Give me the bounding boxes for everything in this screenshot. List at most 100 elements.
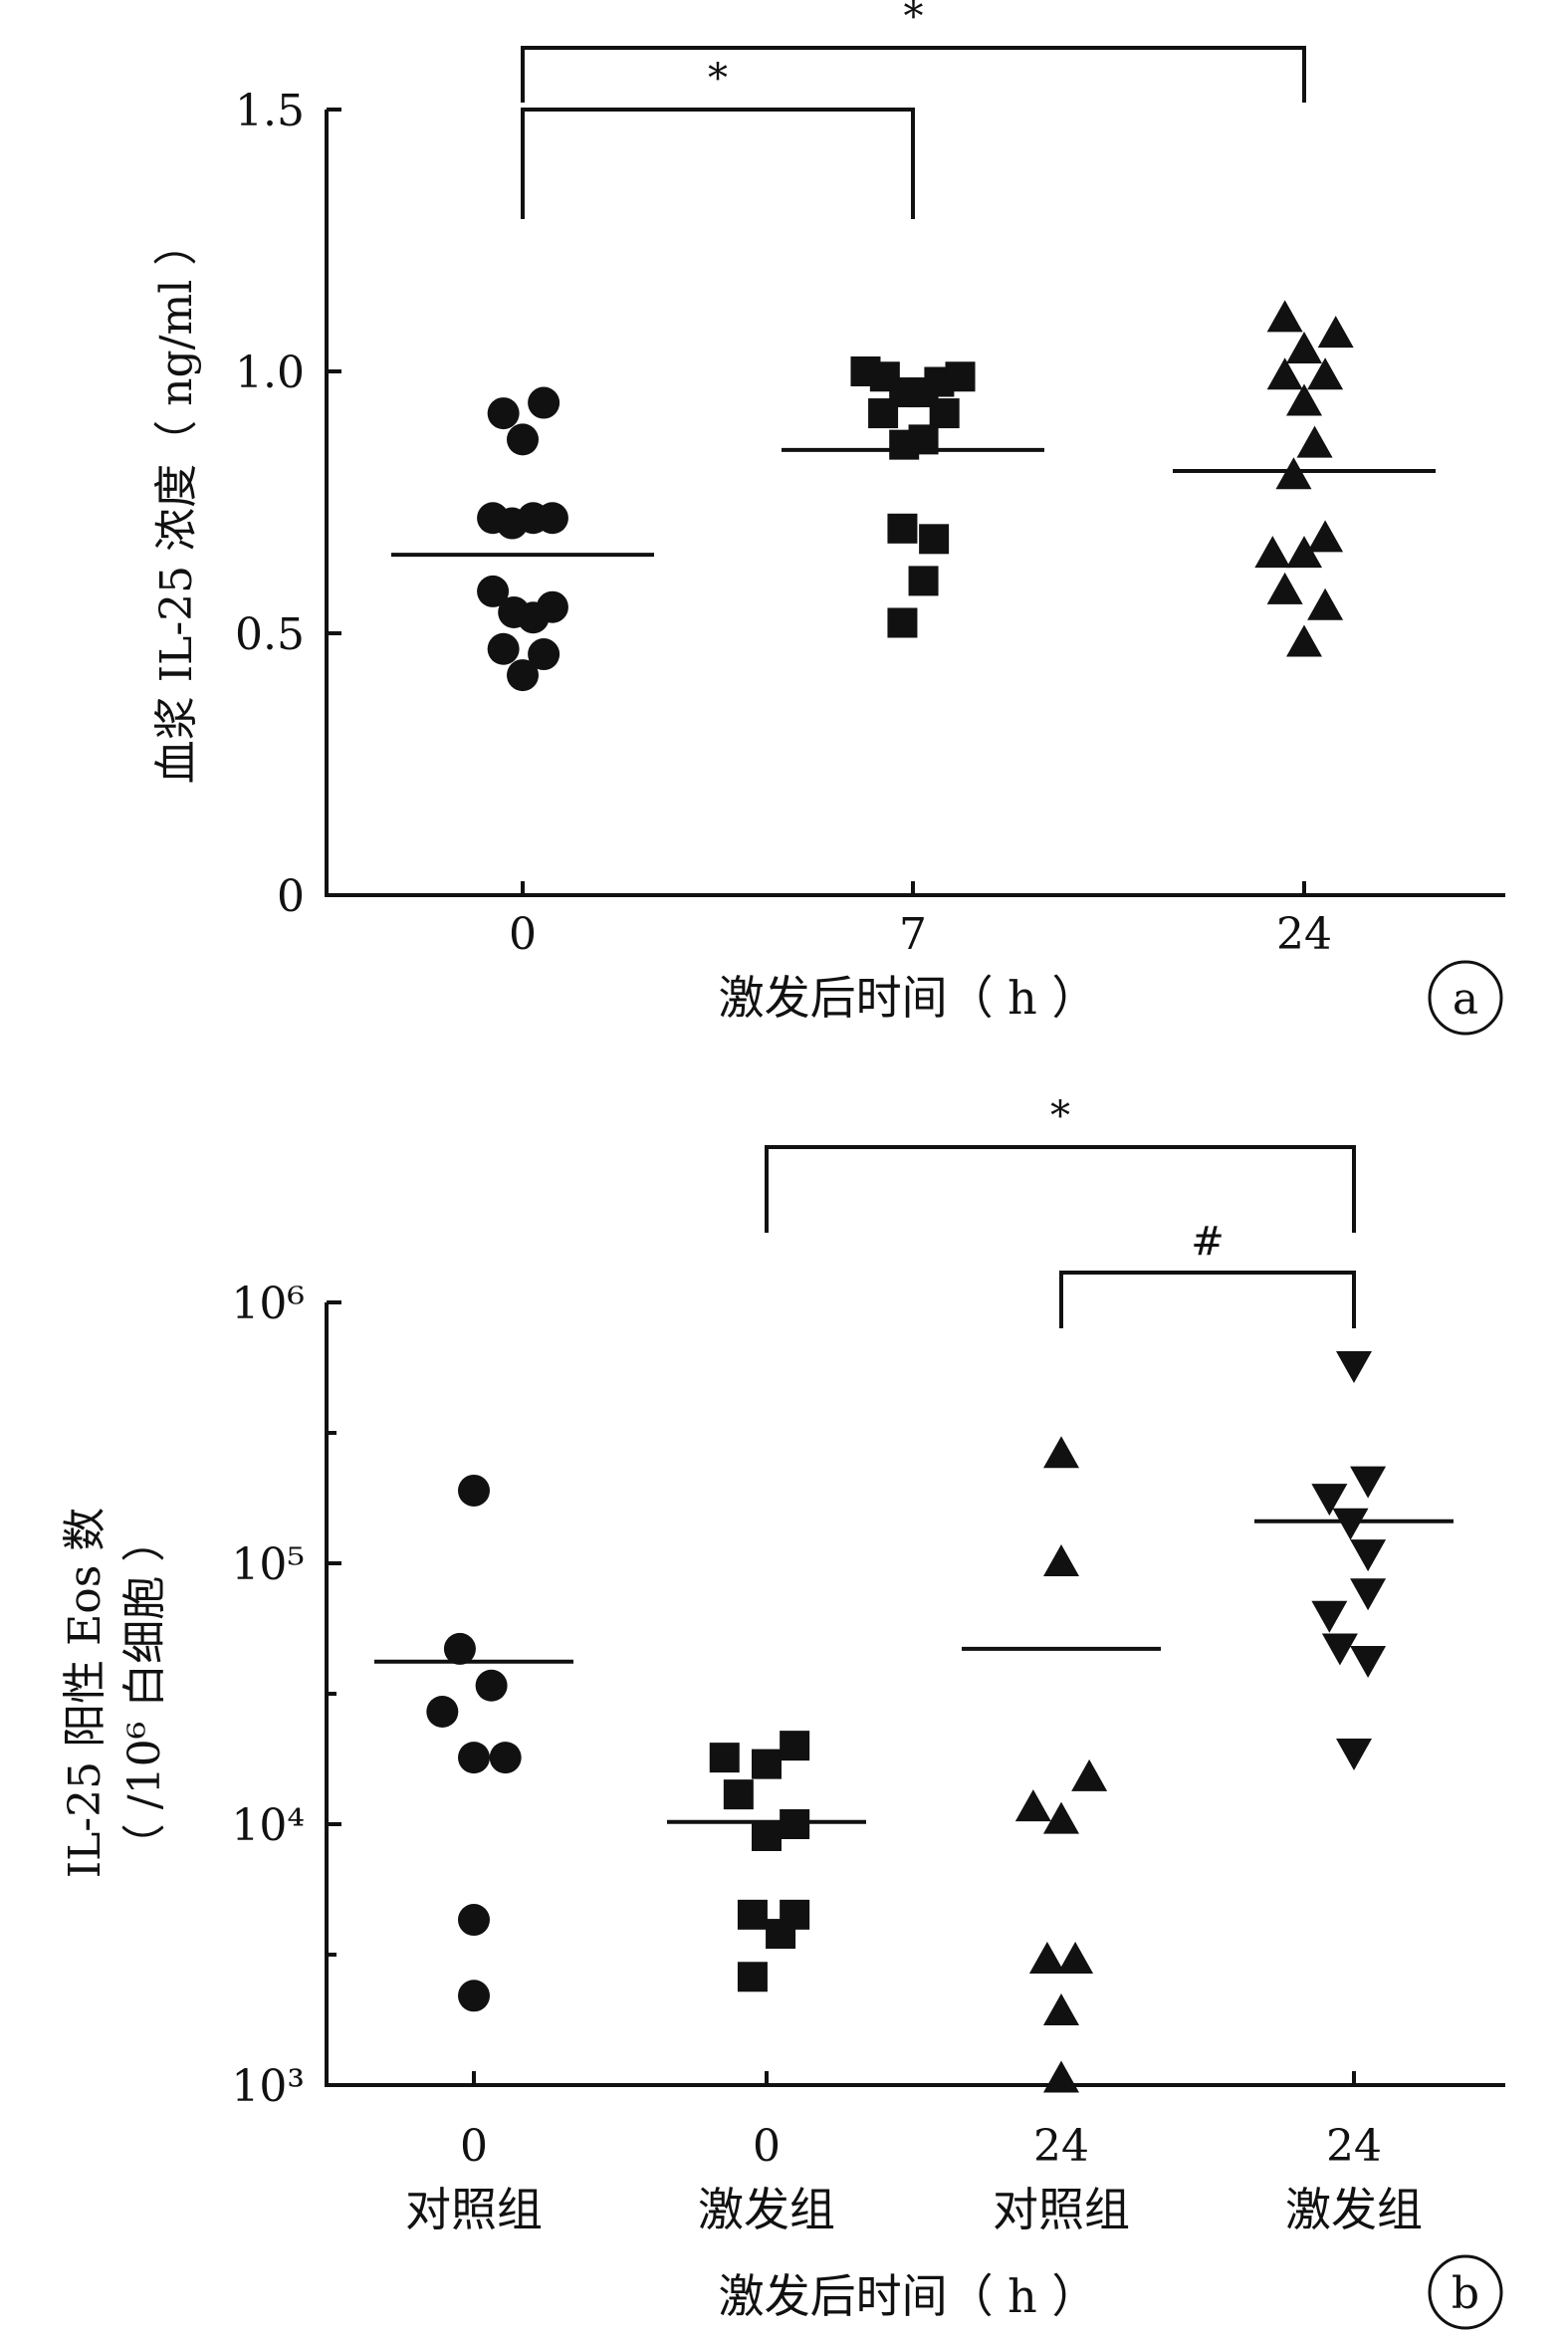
panel-a-label-circle — [1428, 960, 1503, 1036]
data-point-triangle-down — [1350, 1466, 1387, 1499]
data-point-triangle-up — [1043, 1801, 1079, 1834]
data-point-triangle-up — [1266, 300, 1303, 333]
data-point-circle — [528, 386, 560, 419]
x-tick-label: 24 — [1033, 2121, 1089, 2172]
data-point-triangle-up — [1307, 587, 1344, 620]
data-point-triangle-down — [1311, 1484, 1348, 1517]
significance-marker: * — [708, 56, 728, 102]
data-point-triangle-up — [1028, 1941, 1065, 1974]
y-tick-label: 10⁶ — [231, 1279, 305, 1329]
data-point-square — [766, 1919, 796, 1950]
data-point-circle — [487, 397, 520, 430]
data-point-circle — [458, 1742, 490, 1774]
data-point-triangle-up — [1254, 536, 1291, 569]
data-point-circle — [536, 502, 568, 535]
data-point-circle — [458, 1474, 490, 1507]
significance-marker: * — [1050, 1093, 1070, 1139]
data-point-triangle-up — [1071, 1758, 1108, 1791]
x-tick-label: 24 — [1326, 2121, 1382, 2172]
data-point-triangle-up — [1043, 1544, 1079, 1576]
x-tick-label: 0 — [753, 2121, 781, 2172]
significance-bracket — [521, 46, 1306, 103]
data-point-triangle-down — [1311, 1600, 1348, 1633]
panel-b-label-circle — [1428, 2254, 1503, 2330]
data-point-triangle-up — [1043, 1992, 1079, 2025]
y-tick-label: 0 — [277, 871, 305, 922]
data-point-circle — [443, 1632, 476, 1665]
data-point-circle — [507, 659, 539, 692]
data-point-square — [709, 1743, 740, 1773]
x-tick-label: 0 — [460, 2121, 488, 2172]
data-point-square — [780, 1731, 810, 1761]
data-point-square — [919, 524, 950, 555]
data-point-square — [929, 398, 960, 429]
panel-b: 10³ 10⁴ 10⁵ 10⁶ 0 对照组 0 激发组 24 对照组 24 激发组 * # IL-25… — [60, 1093, 1505, 2330]
data-point-square — [908, 424, 939, 455]
data-point-triangle-down — [1336, 1350, 1372, 1383]
data-point-square — [887, 607, 918, 638]
data-point-triangle-up — [1057, 1941, 1094, 1974]
x-category-label: 激发组 — [1285, 2183, 1423, 2236]
data-point-triangle-up — [1275, 457, 1312, 490]
y-tick-label: 10⁵ — [231, 1539, 305, 1590]
data-point-triangle-down — [1336, 1738, 1372, 1770]
data-point-triangle-up — [1286, 383, 1322, 416]
data-point-circle — [477, 575, 510, 607]
panel-b-x-axis-title: 激发后时间（ h ） — [719, 2269, 1098, 2323]
x-category-label: 激发组 — [698, 2183, 835, 2236]
panel-b-label: b — [1452, 2268, 1479, 2319]
data-point-square — [780, 1809, 810, 1839]
panel-a-label: a — [1453, 974, 1478, 1025]
data-point-triangle-up — [1286, 331, 1322, 363]
data-point-circle — [475, 1669, 508, 1702]
x-tick-label: 0 — [509, 909, 537, 960]
data-point-square — [908, 566, 939, 596]
data-point-triangle-up — [1266, 357, 1303, 390]
panel-a-y-axis-title: 血浆 IL-25 浓度（ ng/ml ） — [151, 222, 202, 785]
x-category-label: 对照组 — [405, 2183, 543, 2236]
data-point-triangle-up — [1043, 1436, 1079, 1469]
x-tick-label: 24 — [1276, 909, 1332, 960]
data-point-circle — [458, 1904, 490, 1937]
data-point-circle — [528, 638, 560, 671]
data-point-circle — [487, 632, 520, 665]
y-tick-label: 1.5 — [235, 86, 305, 136]
data-point-triangle-up — [1266, 572, 1303, 604]
significance-marker: # — [1191, 1219, 1225, 1265]
panel-a-x-axis-title: 激发后时间（ h ） — [719, 971, 1098, 1025]
data-point-triangle-up — [1014, 1789, 1051, 1822]
data-point-square — [945, 361, 976, 392]
data-point-circle — [426, 1695, 459, 1728]
data-point-square — [752, 1820, 782, 1851]
data-point-triangle-up — [1296, 425, 1333, 458]
data-point-square — [752, 1749, 782, 1779]
data-point-triangle-up — [1286, 624, 1322, 657]
panel-a: 00.51.01.5 0 7 24 ** 血浆 IL-25 浓度（ ng/ml ） … — [151, 0, 1505, 1036]
significance-marker: * — [904, 0, 924, 40]
data-point-circle — [458, 1980, 490, 2012]
data-point-triangle-up — [1317, 316, 1354, 349]
y-tick-label: 0.5 — [235, 609, 305, 660]
data-point-triangle-down — [1332, 1508, 1369, 1540]
data-point-triangle-down — [1350, 1539, 1387, 1572]
data-point-square — [887, 513, 918, 544]
data-point-triangle-up — [1307, 357, 1344, 390]
x-category-label: 对照组 — [993, 2183, 1130, 2236]
data-point-circle — [536, 590, 568, 623]
data-point-triangle-down — [1350, 1646, 1387, 1679]
significance-bracket — [521, 108, 915, 219]
panel-b-y-axis-title: IL-25 阳性 Eos 数 — [60, 1508, 111, 1879]
significance-bracket — [1059, 1271, 1356, 1328]
y-tick-label: 1.0 — [235, 348, 305, 398]
y-tick-label: 10⁴ — [231, 1800, 305, 1851]
data-point-triangle-down — [1350, 1578, 1387, 1611]
data-point-triangle-up — [1286, 536, 1322, 569]
data-point-circle — [489, 1742, 522, 1774]
significance-bracket — [765, 1145, 1356, 1233]
data-point-square — [737, 1962, 768, 1992]
data-point-triangle-up — [1307, 520, 1344, 553]
y-tick-label: 10³ — [231, 2061, 305, 2112]
panel-b-y-axis-subtitle: （ /10⁶ 白细胞 ） — [119, 1519, 170, 1867]
data-point-circle — [507, 423, 539, 456]
data-point-square — [737, 1899, 768, 1930]
